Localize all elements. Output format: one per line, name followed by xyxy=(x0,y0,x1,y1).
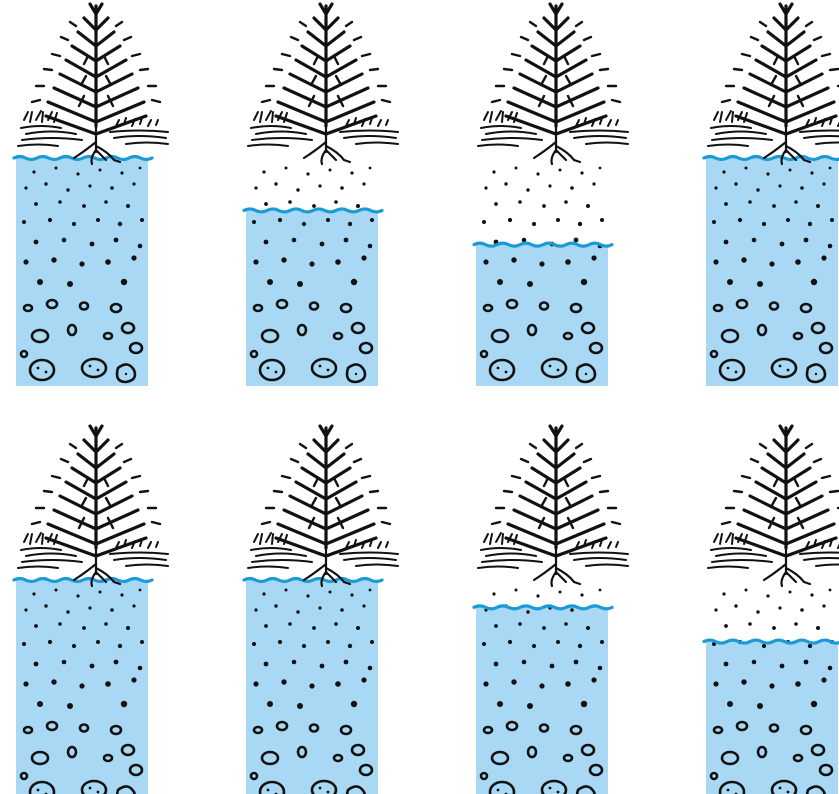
groundwater-fill xyxy=(246,210,378,386)
water-table-line xyxy=(702,154,839,162)
water-table-line xyxy=(12,576,154,584)
water-table-line xyxy=(12,154,154,162)
tree-icon xyxy=(246,2,400,166)
groundwater-fill xyxy=(706,641,838,794)
soil-column-2-3 xyxy=(472,424,630,794)
soil-column-2-1 xyxy=(12,424,170,794)
water-table-line xyxy=(472,241,614,248)
tree-icon xyxy=(16,424,170,588)
water-table-line xyxy=(472,604,614,611)
groundwater-fill xyxy=(706,158,838,386)
soil-column-1-4 xyxy=(702,2,839,386)
tree-icon xyxy=(706,424,839,588)
soil-column-1-1 xyxy=(12,2,170,386)
groundwater-fill xyxy=(476,244,608,386)
soil-column-1-3 xyxy=(472,2,630,386)
tree-icon xyxy=(476,2,630,166)
tree-icon xyxy=(16,2,170,166)
water-table-line xyxy=(702,638,839,645)
tree-icon xyxy=(476,424,630,588)
water-table-line xyxy=(242,576,384,584)
groundwater-fill xyxy=(16,158,148,386)
soil-column-2-2 xyxy=(242,424,400,794)
tree-icon xyxy=(706,2,839,166)
soil-column-1-2 xyxy=(242,2,400,386)
groundwater-fill xyxy=(476,607,608,794)
soil-column-2-4 xyxy=(702,424,839,794)
tree-icon xyxy=(246,424,400,588)
water-table-line xyxy=(242,207,384,214)
